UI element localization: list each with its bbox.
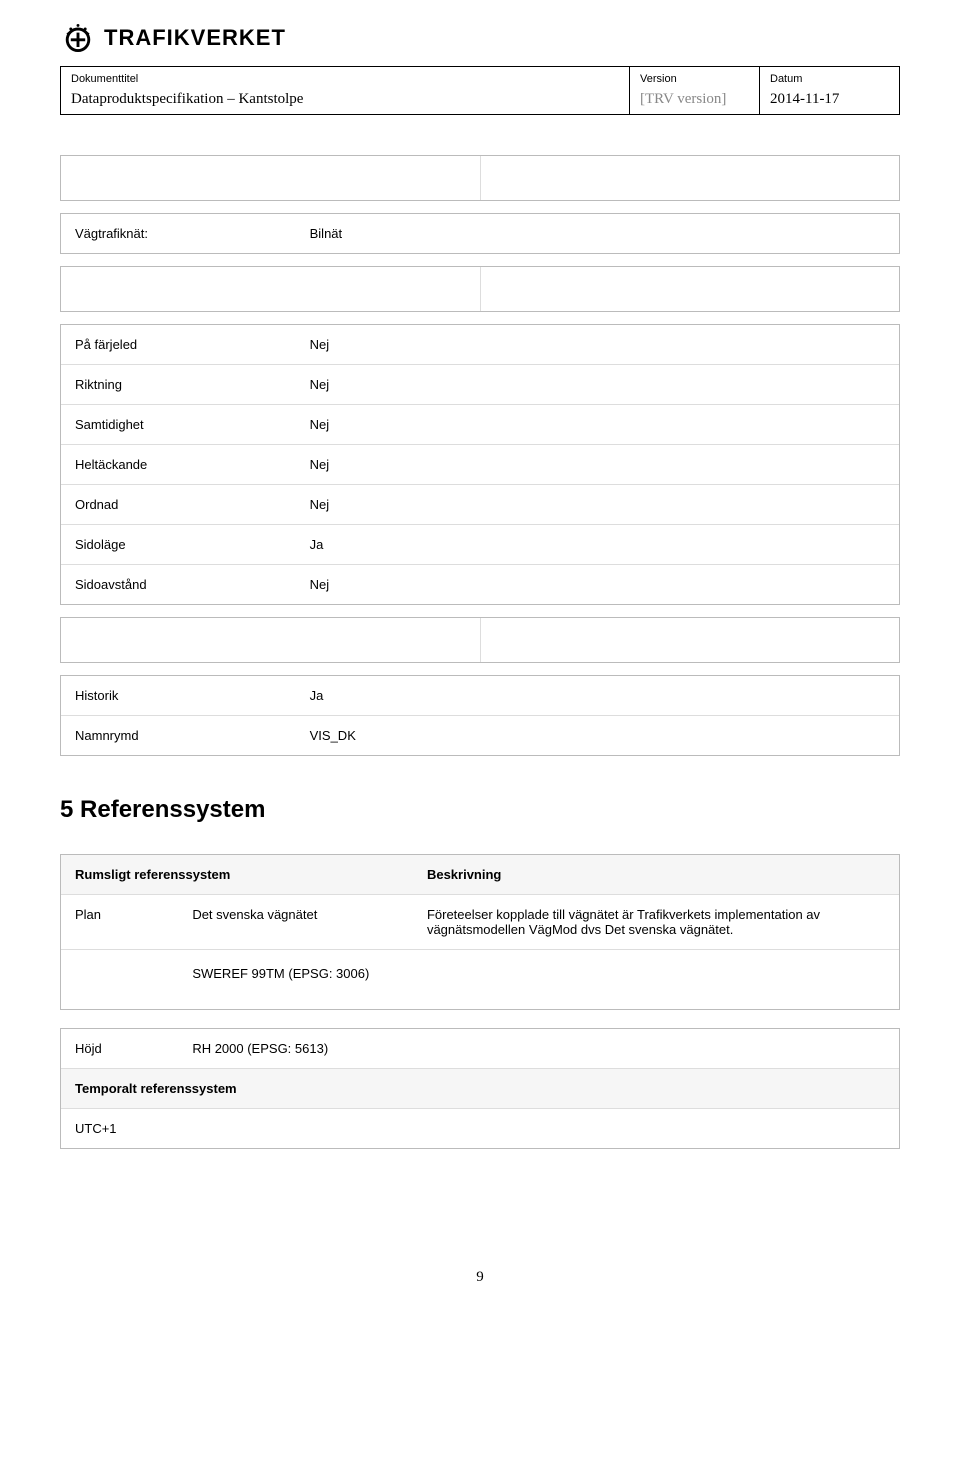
header-date-value: 2014-11-17	[770, 91, 889, 108]
empty-row	[60, 617, 900, 663]
cell-val: Bilnät	[296, 214, 899, 253]
header-title-label: Dokumenttitel	[71, 73, 619, 85]
header-title-col: Dokumenttitel Dataproduktspecifikation –…	[61, 67, 629, 114]
ref-cell: Temporalt referenssystem	[61, 1069, 413, 1108]
table-row: NamnrymdVIS_DK	[61, 716, 899, 755]
document-header-box: Dokumenttitel Dataproduktspecifikation –…	[60, 66, 900, 115]
cell-val: Ja	[296, 676, 899, 715]
ref-cell: RH 2000 (EPSG: 5613)	[178, 1029, 413, 1068]
table-properties: På färjeledNejRiktningNejSamtidighetNejH…	[60, 324, 900, 605]
cell-key: Historik	[61, 676, 296, 715]
cell-key: På färjeled	[61, 325, 296, 364]
logo-area: TRAFIKVERKET	[60, 20, 900, 56]
ref-cell: Plan	[61, 895, 178, 949]
table-row: OrdnadNej	[61, 485, 899, 525]
cell-key: Samtidighet	[61, 405, 296, 444]
table-row: RiktningNej	[61, 365, 899, 405]
cell-key: Riktning	[61, 365, 296, 404]
empty-cell	[480, 267, 900, 311]
empty-cell	[480, 156, 900, 200]
cell-val: Nej	[296, 365, 899, 404]
table-row: På färjeledNej	[61, 325, 899, 365]
org-name: TRAFIKVERKET	[104, 25, 286, 51]
table-historik: HistorikJaNamnrymdVIS_DK	[60, 675, 900, 756]
ref-cell	[413, 1029, 899, 1068]
header-date-label: Datum	[770, 73, 889, 85]
empty-cell	[480, 618, 900, 662]
header-version-label: Version	[640, 73, 749, 85]
cell-key: Ordnad	[61, 485, 296, 524]
cell-val: Nej	[296, 565, 899, 604]
cell-val: Nej	[296, 405, 899, 444]
page-number: 9	[60, 1269, 900, 1286]
cell-val: Nej	[296, 445, 899, 484]
ref-cell: Företeelser kopplade till vägnätet är Tr…	[413, 895, 899, 949]
trafikverket-logo-icon	[60, 20, 96, 56]
ref-cell: Det svenska vägnätet	[178, 895, 413, 949]
cell-val: Ja	[296, 525, 899, 564]
cell-key: Vägtrafiknät:	[61, 214, 296, 253]
cell-val: Nej	[296, 325, 899, 364]
table-row: HeltäckandeNej	[61, 445, 899, 485]
empty-row-top	[60, 155, 900, 201]
ref-header-row: Rumsligt referenssystem Beskrivning	[61, 855, 899, 895]
cell-val: Nej	[296, 485, 899, 524]
ref-system-table-2: HöjdRH 2000 (EPSG: 5613)Temporalt refere…	[60, 1028, 900, 1149]
ref-row: Temporalt referenssystem	[61, 1069, 899, 1109]
table-row: HistorikJa	[61, 676, 899, 716]
ref-cell	[413, 950, 899, 1009]
header-version-value: [TRV version]	[640, 91, 749, 108]
table-row: SidoavståndNej	[61, 565, 899, 604]
ref-cell	[61, 950, 178, 1009]
section-heading: 5 Referenssystem	[60, 796, 900, 824]
ref-cell	[413, 1069, 899, 1108]
ref-cell	[413, 1109, 899, 1148]
header-version-col: Version [TRV version]	[629, 67, 759, 114]
ref-cell: Höjd	[61, 1029, 178, 1068]
ref-row: PlanDet svenska vägnätetFöreteelser kopp…	[61, 895, 899, 950]
ref-cell: UTC+1	[61, 1109, 413, 1148]
ref-row: UTC+1	[61, 1109, 899, 1148]
empty-cell	[61, 156, 480, 200]
cell-key: Sidoavstånd	[61, 565, 296, 604]
cell-val: VIS_DK	[296, 716, 899, 755]
table-row: SidolägeJa	[61, 525, 899, 565]
table-vagtrafiknat: Vägtrafiknät: Bilnät	[60, 213, 900, 254]
empty-row	[60, 266, 900, 312]
cell-key: Sidoläge	[61, 525, 296, 564]
empty-cell	[61, 267, 480, 311]
cell-key: Namnrymd	[61, 716, 296, 755]
table-row: Vägtrafiknät: Bilnät	[61, 214, 899, 253]
header-date-col: Datum 2014-11-17	[759, 67, 899, 114]
cell-key: Heltäckande	[61, 445, 296, 484]
table-row: SamtidighetNej	[61, 405, 899, 445]
empty-cell	[61, 618, 480, 662]
ref-header-col1: Rumsligt referenssystem	[61, 855, 413, 894]
ref-header-col2: Beskrivning	[413, 855, 899, 894]
header-title-value: Dataproduktspecifikation – Kantstolpe	[71, 91, 619, 108]
ref-cell: SWEREF 99TM (EPSG: 3006)	[178, 950, 413, 1009]
ref-row: HöjdRH 2000 (EPSG: 5613)	[61, 1029, 899, 1069]
ref-row: SWEREF 99TM (EPSG: 3006)	[61, 950, 899, 1009]
ref-system-table-1: Rumsligt referenssystem Beskrivning Plan…	[60, 854, 900, 1010]
